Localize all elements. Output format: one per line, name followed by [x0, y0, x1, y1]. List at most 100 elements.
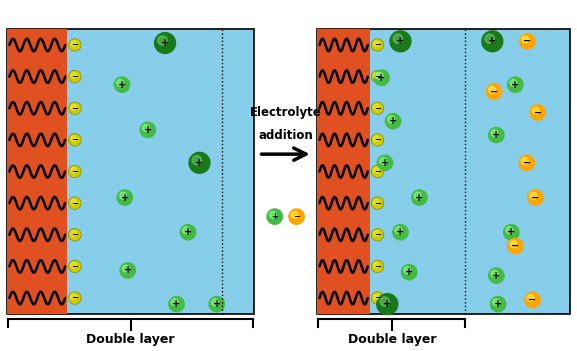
- Ellipse shape: [71, 167, 76, 173]
- Ellipse shape: [122, 265, 129, 272]
- Bar: [7, 29, 254, 314]
- Text: −: −: [374, 262, 381, 271]
- Ellipse shape: [519, 155, 534, 171]
- Ellipse shape: [69, 197, 81, 210]
- Text: +: +: [144, 125, 152, 135]
- Text: +: +: [405, 267, 413, 277]
- Ellipse shape: [69, 229, 81, 241]
- Text: −: −: [72, 135, 78, 144]
- Text: Electrolyte: Electrolyte: [250, 106, 321, 119]
- Ellipse shape: [373, 41, 379, 47]
- Ellipse shape: [291, 211, 298, 218]
- Ellipse shape: [371, 197, 384, 210]
- Ellipse shape: [510, 241, 517, 248]
- Text: +: +: [173, 299, 181, 309]
- Ellipse shape: [373, 73, 379, 78]
- Ellipse shape: [143, 125, 149, 131]
- Ellipse shape: [69, 292, 81, 304]
- Ellipse shape: [269, 211, 276, 218]
- Ellipse shape: [69, 165, 81, 178]
- Ellipse shape: [510, 79, 517, 86]
- Ellipse shape: [374, 70, 389, 85]
- Ellipse shape: [393, 225, 408, 240]
- Text: −: −: [72, 262, 78, 271]
- Ellipse shape: [414, 192, 421, 199]
- Ellipse shape: [527, 294, 534, 302]
- Text: +: +: [488, 36, 496, 46]
- Ellipse shape: [192, 155, 201, 165]
- Text: +: +: [494, 299, 502, 309]
- Ellipse shape: [267, 209, 282, 224]
- Text: +: +: [492, 130, 500, 140]
- Ellipse shape: [171, 299, 178, 306]
- Ellipse shape: [522, 158, 529, 164]
- Text: −: −: [374, 40, 381, 49]
- Text: +: +: [381, 158, 389, 168]
- Ellipse shape: [482, 31, 503, 52]
- Ellipse shape: [508, 77, 523, 92]
- Ellipse shape: [114, 77, 130, 92]
- Text: +: +: [123, 265, 132, 276]
- Ellipse shape: [71, 73, 76, 78]
- Text: +: +: [271, 212, 278, 221]
- Text: −: −: [374, 293, 381, 303]
- Ellipse shape: [373, 262, 379, 268]
- Ellipse shape: [119, 192, 126, 199]
- Ellipse shape: [71, 199, 76, 205]
- Ellipse shape: [390, 31, 411, 52]
- Ellipse shape: [491, 270, 498, 277]
- Text: +: +: [213, 299, 221, 309]
- Text: +: +: [507, 227, 515, 237]
- Text: −: −: [490, 87, 498, 97]
- Ellipse shape: [491, 130, 498, 137]
- Ellipse shape: [371, 39, 384, 51]
- Ellipse shape: [388, 116, 395, 123]
- Ellipse shape: [485, 34, 494, 44]
- Ellipse shape: [69, 70, 81, 83]
- Ellipse shape: [181, 225, 196, 240]
- Text: +: +: [511, 80, 519, 90]
- Ellipse shape: [376, 72, 383, 79]
- Ellipse shape: [371, 70, 384, 83]
- Ellipse shape: [371, 260, 384, 273]
- Ellipse shape: [371, 229, 384, 241]
- Ellipse shape: [373, 199, 379, 205]
- Text: +: +: [184, 227, 192, 237]
- Text: −: −: [72, 293, 78, 303]
- Text: −: −: [523, 158, 531, 168]
- Text: −: −: [374, 167, 381, 176]
- Ellipse shape: [380, 297, 389, 306]
- Ellipse shape: [373, 104, 379, 110]
- Ellipse shape: [373, 231, 379, 236]
- Ellipse shape: [530, 105, 545, 120]
- Ellipse shape: [169, 297, 184, 312]
- Text: +: +: [161, 38, 169, 48]
- Ellipse shape: [69, 39, 81, 51]
- Bar: [7, 29, 68, 314]
- Ellipse shape: [189, 152, 210, 173]
- Text: +: +: [118, 80, 126, 90]
- Ellipse shape: [183, 227, 190, 234]
- Ellipse shape: [71, 136, 76, 141]
- Ellipse shape: [371, 165, 384, 178]
- Ellipse shape: [489, 127, 504, 143]
- Text: −: −: [72, 40, 78, 49]
- Text: −: −: [374, 135, 381, 144]
- Text: +: +: [196, 158, 204, 168]
- Text: −: −: [523, 36, 531, 46]
- Ellipse shape: [158, 36, 167, 45]
- Text: −: −: [511, 241, 519, 251]
- Ellipse shape: [493, 299, 500, 306]
- Ellipse shape: [533, 107, 539, 114]
- Ellipse shape: [506, 227, 513, 234]
- Ellipse shape: [377, 155, 393, 171]
- Ellipse shape: [528, 190, 543, 205]
- Ellipse shape: [211, 299, 218, 306]
- Text: −: −: [72, 72, 78, 81]
- Text: +: +: [389, 116, 397, 126]
- Ellipse shape: [71, 262, 76, 268]
- Ellipse shape: [404, 267, 411, 274]
- Ellipse shape: [525, 292, 540, 307]
- Ellipse shape: [117, 190, 133, 205]
- Text: −: −: [529, 295, 537, 305]
